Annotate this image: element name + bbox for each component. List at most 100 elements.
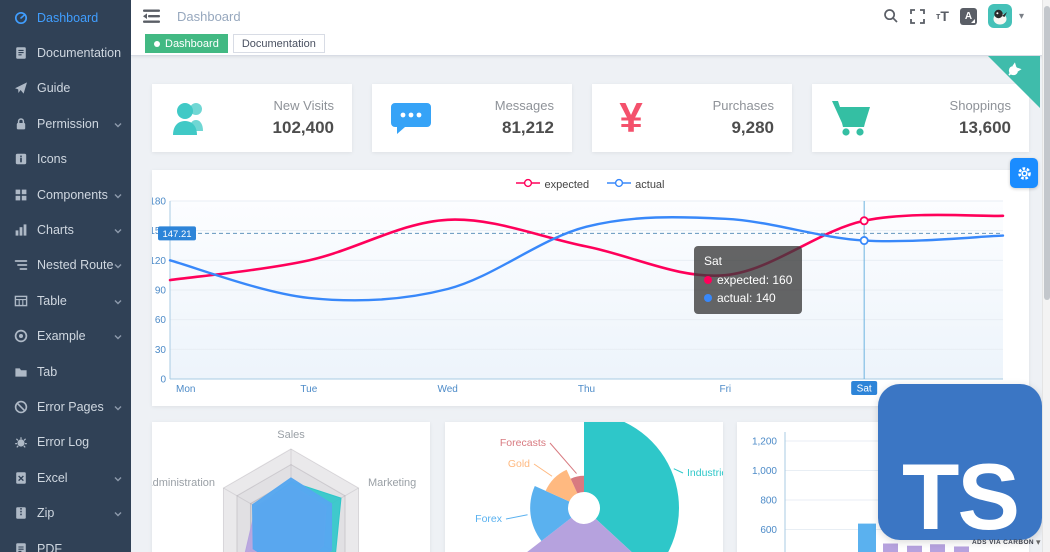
pie-slice-1[interactable] — [524, 517, 640, 552]
chevron-down-icon — [113, 190, 123, 200]
legend-item-expected[interactable]: expected — [516, 178, 589, 191]
sidebar-item-guide[interactable]: Guide — [0, 71, 131, 106]
svg-text:180: 180 — [152, 197, 166, 208]
stat-card-messages[interactable]: Messages 81,212 — [372, 84, 572, 152]
bar-2[interactable] — [907, 545, 922, 552]
legend-label: expected — [544, 178, 590, 191]
search-icon[interactable] — [883, 8, 899, 24]
ad-caret-icon[interactable]: ▾ — [1036, 537, 1041, 547]
avatar-caret-icon[interactable]: ▾ — [1018, 10, 1024, 22]
text-size-small: т — [935, 10, 941, 21]
chevron-down-icon — [113, 225, 123, 235]
sidebar-item-label: Excel — [37, 470, 68, 485]
sidebar-item-permission[interactable]: Permission — [0, 106, 131, 141]
pie-slice-industries[interactable] — [584, 413, 680, 552]
svg-text:Sales: Sales — [277, 429, 305, 441]
pie-slice-gold[interactable] — [545, 469, 578, 502]
bar-3[interactable] — [930, 544, 945, 552]
github-icon[interactable] — [1002, 57, 1026, 81]
svg-text:60: 60 — [155, 315, 167, 326]
sidebar-item-label: Zip — [37, 506, 55, 521]
nested-icon — [14, 258, 28, 272]
sidebar-item-example[interactable]: Example — [0, 319, 131, 354]
tag-dashboard[interactable]: Dashboard — [145, 34, 228, 53]
sidebar-item-error-pages[interactable]: Error Pages — [0, 389, 131, 424]
sidebar-item-label: Nested Routes — [37, 258, 113, 273]
sidebar-item-pdf[interactable]: PDF — [0, 531, 131, 552]
people-icon — [168, 95, 214, 141]
svg-text:30: 30 — [155, 345, 167, 356]
tag-active-dot — [154, 40, 160, 47]
sidebar-menu: Dashboard Documentation Guide Permission Ico… — [0, 0, 131, 552]
sidebar-item-components[interactable]: Components — [0, 177, 131, 212]
crosshair-x-badge: Sat — [851, 381, 878, 395]
pie-slice-forecasts[interactable] — [570, 475, 584, 494]
stat-value: 81,212 — [502, 118, 554, 137]
chevron-down-icon — [113, 508, 123, 518]
bar-0[interactable] — [858, 523, 876, 552]
svg-text:Marketing: Marketing — [368, 477, 416, 489]
line-chart[interactable]: 0 30 60 90 120 150 180 Mon Tue Wed Thu Fri 147.21 Sat — [149, 170, 1029, 406]
tab-icon — [14, 365, 28, 379]
pie-labels: Industries Forex Gold Forecasts — [475, 437, 732, 525]
tag-label: Dashboard — [165, 37, 219, 50]
expected-marker — [859, 216, 869, 226]
ad-caption[interactable]: ADS VIA CARBON — [971, 539, 1034, 546]
bar-1[interactable] — [883, 543, 898, 552]
sidebar-item-table[interactable]: Table — [0, 283, 131, 318]
pie-chart[interactable]: Industries Forex Gold Forecasts — [445, 413, 733, 552]
guide-icon — [14, 81, 28, 95]
sidebar-item-error-log[interactable]: Error Log — [0, 425, 131, 460]
sidebar-item-documentation[interactable]: Documentation — [0, 35, 131, 70]
sidebar-item-zip[interactable]: Zip — [0, 495, 131, 530]
svg-text:Tue: Tue — [300, 384, 317, 395]
sidebar-item-dashboard[interactable]: Dashboard — [0, 0, 131, 35]
sidebar-item-nested-routes[interactable]: Nested Routes — [0, 248, 131, 283]
avatar[interactable] — [987, 4, 1012, 28]
pdf-icon — [14, 542, 28, 552]
chevron-down-icon — [113, 331, 123, 341]
svg-text:0: 0 — [160, 375, 166, 386]
sidebar-item-label: PDF — [37, 541, 62, 552]
stat-title: New Visits — [273, 98, 334, 113]
legend-item-actual[interactable]: actual — [607, 178, 665, 191]
chevron-down-icon — [113, 473, 123, 483]
scrollbar-thumb[interactable] — [1044, 6, 1050, 300]
bug-icon — [14, 435, 28, 449]
line-chart-card: expected actual 0 30 60 90 120 150 180 Mon Tue Wed… — [149, 170, 1029, 406]
svg-text:Sat: Sat — [857, 384, 872, 395]
tag-documentation[interactable]: Documentation — [232, 34, 325, 53]
scrollbar[interactable] — [1042, 0, 1050, 552]
carbon-ad[interactable]: TS — [878, 384, 1042, 543]
actual-marker — [859, 236, 869, 246]
sidebar-item-excel[interactable]: Excel — [0, 460, 131, 495]
fullscreen-icon[interactable] — [910, 8, 925, 24]
translate-corner — [970, 18, 975, 23]
stat-card-purchases[interactable]: ¥ Purchases 9,280 — [592, 84, 792, 152]
pie-chart-panel: Industries Forex Gold Forecasts — [445, 413, 733, 552]
hamburger-icon[interactable] — [143, 9, 160, 24]
radar-chart[interactable]: SalesMarketingDevelopmentInformation Tec… — [145, 422, 430, 552]
sidebar-item-tab[interactable]: Tab — [0, 354, 131, 389]
stat-card-new-visits[interactable]: New Visits 102,400 — [152, 84, 352, 152]
pie-slice-forex[interactable] — [530, 486, 572, 541]
translate-icon[interactable]: A — [959, 7, 977, 25]
bar-4[interactable] — [954, 546, 969, 552]
sidebar-item-label: Guide — [37, 81, 71, 96]
component-icon — [14, 188, 28, 202]
radar-chart-panel: SalesMarketingDevelopmentInformation Tec… — [145, 422, 430, 552]
sidebar-item-label: Dashboard — [37, 10, 99, 25]
sidebar-item-label: Components — [37, 187, 108, 202]
line-chart-legend: expected actual — [152, 178, 1029, 191]
sidebar-item-icons[interactable]: Icons — [0, 142, 131, 177]
svg-text:600: 600 — [760, 525, 777, 536]
sidebar-item-label: Icons — [37, 152, 67, 167]
chevron-down-icon — [113, 260, 123, 270]
settings-button[interactable] — [1010, 158, 1038, 188]
sidebar-item-charts[interactable]: Charts — [0, 212, 131, 247]
svg-text:800: 800 — [760, 496, 777, 507]
